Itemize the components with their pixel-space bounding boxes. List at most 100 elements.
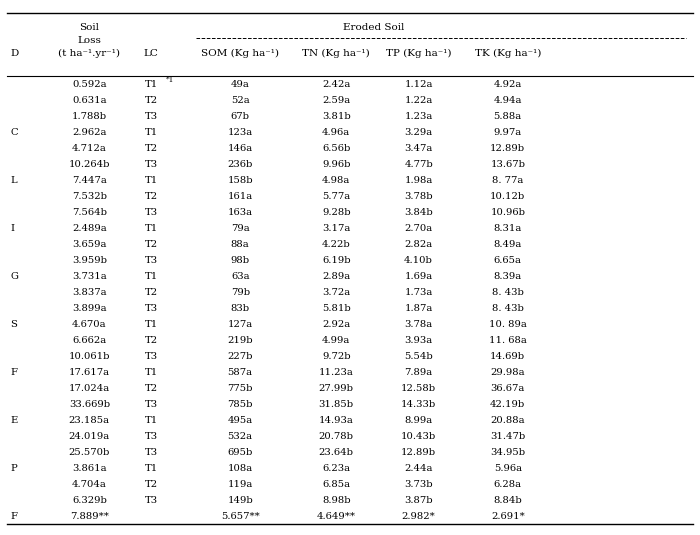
Text: 3.47a: 3.47a: [405, 144, 433, 152]
Text: 49a: 49a: [231, 80, 250, 89]
Text: 4.712a: 4.712a: [72, 144, 107, 152]
Text: 98b: 98b: [231, 256, 250, 265]
Text: T2: T2: [144, 288, 158, 297]
Text: 2.982*: 2.982*: [402, 512, 435, 521]
Text: T3: T3: [144, 432, 158, 441]
Text: T3: T3: [144, 304, 158, 313]
Text: 4.670a: 4.670a: [72, 320, 106, 329]
Text: 8.31a: 8.31a: [494, 224, 522, 233]
Text: 3.87b: 3.87b: [405, 496, 433, 505]
Text: 3.73b: 3.73b: [405, 480, 433, 489]
Text: 42.19b: 42.19b: [490, 400, 526, 409]
Text: 4.10b: 4.10b: [404, 256, 433, 265]
Text: 79a: 79a: [231, 224, 250, 233]
Text: T2: T2: [144, 336, 158, 345]
Text: T3: T3: [144, 208, 158, 217]
Text: 25.570b: 25.570b: [69, 448, 110, 457]
Text: 2.489a: 2.489a: [72, 224, 106, 233]
Text: 236b: 236b: [228, 159, 253, 169]
Text: 161a: 161a: [228, 192, 253, 201]
Text: 5.54b: 5.54b: [404, 352, 433, 361]
Text: 1.788b: 1.788b: [72, 112, 107, 121]
Text: 8.49a: 8.49a: [494, 240, 522, 249]
Text: Eroded Soil: Eroded Soil: [343, 22, 405, 32]
Text: 11.23a: 11.23a: [318, 368, 354, 377]
Text: 20.78b: 20.78b: [318, 432, 354, 441]
Text: 4.96a: 4.96a: [322, 128, 351, 136]
Text: C: C: [10, 128, 18, 136]
Text: 127a: 127a: [228, 320, 253, 329]
Text: T1: T1: [144, 175, 158, 185]
Text: T2: T2: [144, 480, 158, 489]
Text: Soil: Soil: [79, 22, 99, 32]
Text: 3.861a: 3.861a: [72, 464, 106, 473]
Text: 149b: 149b: [228, 496, 253, 505]
Text: 79b: 79b: [231, 288, 250, 297]
Text: 4.94a: 4.94a: [494, 96, 522, 105]
Text: 23.185a: 23.185a: [69, 416, 110, 425]
Text: 163a: 163a: [228, 208, 253, 217]
Text: 2.89a: 2.89a: [322, 272, 351, 281]
Text: 9.72b: 9.72b: [322, 352, 351, 361]
Text: 108a: 108a: [228, 464, 253, 473]
Text: 8. 43b: 8. 43b: [492, 288, 524, 297]
Text: 63a: 63a: [231, 272, 250, 281]
Text: 52a: 52a: [231, 96, 250, 105]
Text: LC: LC: [144, 49, 158, 58]
Text: 5.81b: 5.81b: [322, 304, 351, 313]
Text: TN (Kg ha⁻¹): TN (Kg ha⁻¹): [302, 49, 370, 58]
Text: 17.617a: 17.617a: [69, 368, 110, 377]
Text: 1.23a: 1.23a: [405, 112, 433, 121]
Text: T1: T1: [144, 128, 158, 136]
Text: T3: T3: [144, 448, 158, 457]
Text: 3.81b: 3.81b: [322, 112, 351, 121]
Text: G: G: [10, 272, 18, 281]
Text: 3.29a: 3.29a: [405, 128, 433, 136]
Text: T2: T2: [144, 384, 158, 393]
Text: 12.89b: 12.89b: [401, 448, 436, 457]
Text: 7.447a: 7.447a: [72, 175, 107, 185]
Text: 5.96a: 5.96a: [494, 464, 522, 473]
Text: 2.92a: 2.92a: [322, 320, 351, 329]
Text: 695b: 695b: [228, 448, 253, 457]
Text: 3.78b: 3.78b: [405, 192, 433, 201]
Text: 4.77b: 4.77b: [404, 159, 433, 169]
Text: 9.28b: 9.28b: [322, 208, 351, 217]
Text: Loss: Loss: [78, 36, 102, 45]
Text: 7.532b: 7.532b: [72, 192, 107, 201]
Text: 2.42a: 2.42a: [322, 80, 351, 89]
Text: T2: T2: [144, 240, 158, 249]
Text: 6.662a: 6.662a: [72, 336, 106, 345]
Text: 14.33b: 14.33b: [401, 400, 436, 409]
Text: F: F: [10, 512, 18, 521]
Text: 2.691*: 2.691*: [491, 512, 525, 521]
Text: 1.22a: 1.22a: [405, 96, 433, 105]
Text: 1.12a: 1.12a: [405, 80, 433, 89]
Text: 3.84b: 3.84b: [404, 208, 433, 217]
Text: 227b: 227b: [228, 352, 253, 361]
Text: 83b: 83b: [231, 304, 250, 313]
Text: 3.899a: 3.899a: [72, 304, 106, 313]
Text: 10.12b: 10.12b: [490, 192, 526, 201]
Text: T3: T3: [144, 400, 158, 409]
Text: 31.47b: 31.47b: [490, 432, 526, 441]
Text: T1: T1: [144, 272, 158, 281]
Text: 3.731a: 3.731a: [72, 272, 106, 281]
Text: 495a: 495a: [228, 416, 253, 425]
Text: T1: T1: [144, 368, 158, 377]
Text: 8.99a: 8.99a: [405, 416, 433, 425]
Text: 587a: 587a: [228, 368, 253, 377]
Text: 10. 89a: 10. 89a: [489, 320, 526, 329]
Text: 12.58b: 12.58b: [401, 384, 436, 393]
Text: 34.95b: 34.95b: [490, 448, 525, 457]
Text: 0.592a: 0.592a: [72, 80, 106, 89]
Text: 88a: 88a: [231, 240, 250, 249]
Text: 5.657**: 5.657**: [221, 512, 260, 521]
Text: 12.89b: 12.89b: [490, 144, 525, 152]
Text: P: P: [10, 464, 18, 473]
Text: 6.329b: 6.329b: [72, 496, 107, 505]
Text: 4.22b: 4.22b: [322, 240, 351, 249]
Text: 36.67a: 36.67a: [491, 384, 525, 393]
Text: 4.99a: 4.99a: [322, 336, 351, 345]
Text: 3.78a: 3.78a: [405, 320, 433, 329]
